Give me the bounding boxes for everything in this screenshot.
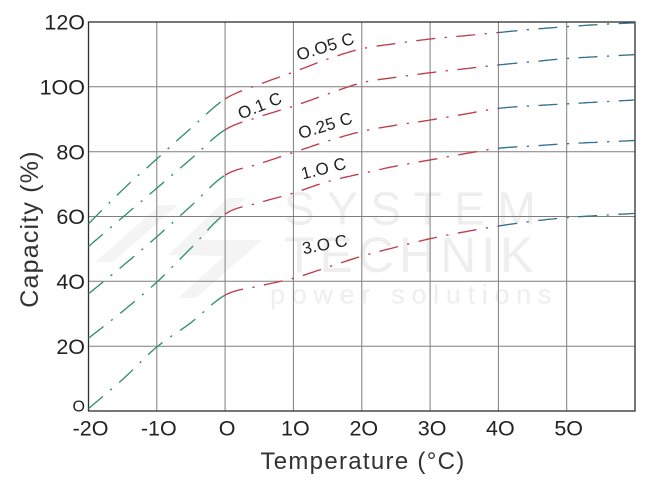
svg-text:-2O: -2O: [73, 417, 109, 441]
svg-text:O: O: [219, 417, 236, 441]
svg-text:1OO: 1OO: [40, 75, 85, 99]
svg-text:2O: 2O: [349, 417, 378, 441]
svg-text:2O: 2O: [56, 335, 85, 359]
svg-text:4O: 4O: [56, 270, 85, 294]
svg-text:power solutions: power solutions: [270, 280, 558, 310]
svg-text:3O: 3O: [418, 417, 447, 441]
svg-text:Capacity (%): Capacity (%): [16, 150, 44, 308]
svg-text:12O: 12O: [44, 11, 85, 35]
svg-text:6O: 6O: [56, 205, 85, 229]
svg-text:8O: 8O: [56, 140, 85, 164]
svg-text:TECHNIK: TECHNIK: [284, 227, 538, 283]
svg-text:1O: 1O: [281, 417, 310, 441]
svg-text:Temperature (°C): Temperature (°C): [260, 448, 465, 475]
svg-text:O: O: [73, 399, 85, 416]
svg-text:SYSTEM: SYSTEM: [284, 183, 548, 235]
svg-text:-1O: -1O: [141, 417, 177, 441]
svg-text:4O: 4O: [486, 417, 515, 441]
svg-text:5O: 5O: [554, 417, 583, 441]
